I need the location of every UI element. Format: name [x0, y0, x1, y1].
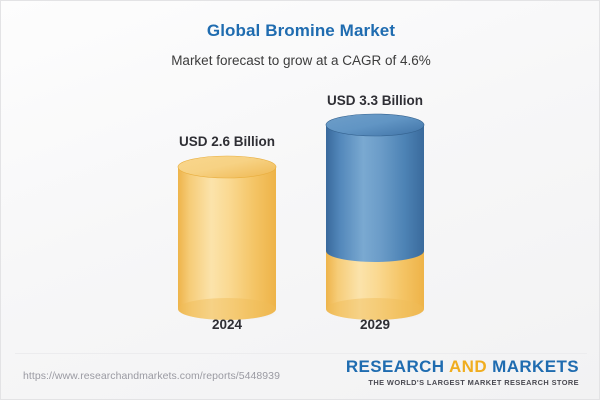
brand-word-markets: MARKETS	[492, 357, 579, 376]
bar-cylinder-2024[interactable]	[173, 155, 283, 321]
brand-word-research: RESEARCH	[345, 357, 445, 376]
chart-plot-area: USD 2.6 Billion	[1, 81, 599, 341]
chart-subtitle: Market forecast to grow at a CAGR of 4.6…	[171, 53, 431, 68]
footer-divider	[15, 353, 587, 354]
bar-value-label-2029: USD 3.3 Billion	[326, 93, 424, 108]
page-title: Global Bromine Market	[206, 21, 396, 40]
bar-cylinder-2029[interactable]	[321, 113, 431, 321]
brand-tagline: THE WORLD'S LARGEST MARKET RESEARCH STOR…	[368, 377, 579, 387]
source-url-link[interactable]: https://www.researchandmarkets.com/repor…	[23, 370, 280, 382]
bar-category-label-2024: 2024	[211, 317, 243, 332]
bar-category-label-2029: 2029	[359, 317, 391, 332]
brand-word-and: AND	[448, 357, 488, 376]
brand-name: RESEARCH AND MARKETS	[346, 358, 579, 376]
bar-value-label-2024: USD 2.6 Billion	[178, 134, 276, 149]
brand-logo[interactable]: RESEARCH AND MARKETS THE WORLD'S LARGEST…	[346, 358, 579, 387]
